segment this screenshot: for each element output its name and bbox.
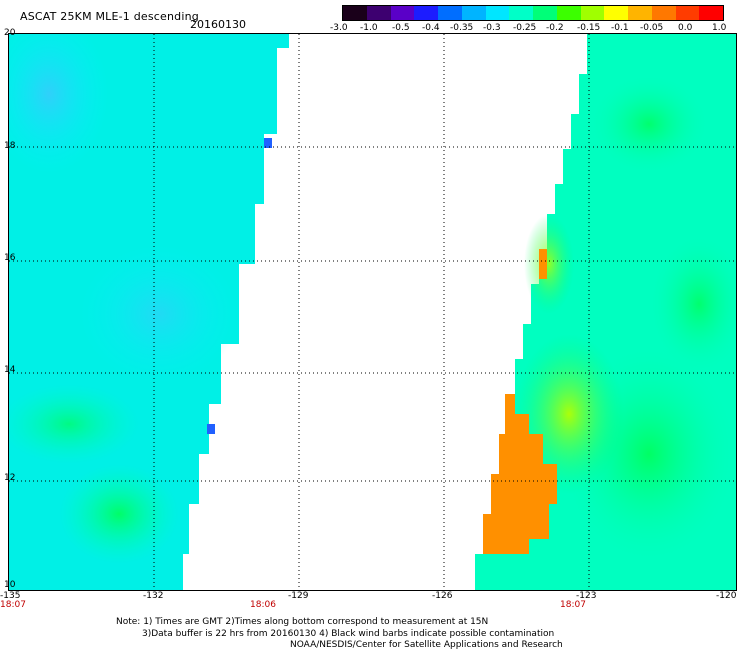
lat-label: 20 xyxy=(4,28,16,38)
right-swath xyxy=(475,34,736,590)
colorbar-swatch xyxy=(699,6,723,20)
colorbar-swatch xyxy=(366,6,391,20)
colorbar-swatch xyxy=(390,6,415,20)
note-line-2: 3)Data buffer is 22 hrs from 20160130 4)… xyxy=(142,629,555,639)
lon-label: -123 xyxy=(576,591,597,601)
lon-label: -120 xyxy=(716,591,737,601)
lon-label: -126 xyxy=(432,591,453,601)
left-swath xyxy=(9,34,289,590)
colorbar-label: -0.4 xyxy=(422,23,440,33)
lat-label: 18 xyxy=(4,141,16,151)
map-title: ASCAT 25KM MLE-1 descending xyxy=(20,10,199,23)
colorbar-label: -0.05 xyxy=(640,23,664,33)
colorbar-swatch xyxy=(509,6,533,20)
colorbar-label: -0.2 xyxy=(546,23,564,33)
lat-label: 10 xyxy=(4,580,16,590)
lon-label: -135 xyxy=(0,591,21,601)
colorbar-label: -0.25 xyxy=(513,23,537,33)
lat-label: 14 xyxy=(4,365,16,375)
colorbar-label: -0.35 xyxy=(450,23,474,33)
colorbar-label: -3.0 xyxy=(330,23,348,33)
colorbar-label: -0.1 xyxy=(611,23,629,33)
swath-time-label: 18:07 xyxy=(0,600,26,610)
colorbar-label: -1.0 xyxy=(360,23,378,33)
colorbar-labels: -3.0 -1.0 -0.5 -0.4 -0.35 -0.3 -0.25 -0.… xyxy=(330,21,730,35)
lon-label: -129 xyxy=(288,591,309,601)
swath-time-label: 18:06 xyxy=(250,600,276,610)
note-line-1: Note: 1) Times are GMT 2)Times along bot… xyxy=(116,617,489,627)
colorbar-swatch xyxy=(343,6,367,20)
colorbar-swatch xyxy=(556,6,581,20)
lon-label: -132 xyxy=(143,591,164,601)
colorbar-swatch xyxy=(628,6,652,20)
map-plot[interactable] xyxy=(8,33,737,591)
lat-label: 12 xyxy=(4,473,16,483)
map-date: 20160130 xyxy=(190,18,246,31)
colorbar-swatch xyxy=(414,6,438,20)
note-line-3: NOAA/NESDIS/Center for Satellite Applica… xyxy=(290,640,563,650)
lat-label: 16 xyxy=(4,253,16,263)
swath-time-label: 18:07 xyxy=(560,600,586,610)
colorbar-label: 0.0 xyxy=(678,23,693,33)
colorbar: -3.0 -1.0 -0.5 -0.4 -0.35 -0.3 -0.25 -0.… xyxy=(330,5,730,35)
colorbar-label: -0.5 xyxy=(392,23,410,33)
colorbar-label: -0.3 xyxy=(483,23,501,33)
colorbar-label: 1.0 xyxy=(712,23,727,33)
colorbar-swatch xyxy=(533,6,557,20)
colorbar-swatch xyxy=(675,6,700,20)
map-canvas xyxy=(9,34,736,590)
colorbar-swatch xyxy=(438,6,462,20)
colorbar-swatch xyxy=(461,6,486,20)
colorbar-label: -0.15 xyxy=(577,23,601,33)
colorbar-swatch xyxy=(651,6,676,20)
map-grid xyxy=(9,34,736,590)
colorbar-swatch xyxy=(485,6,510,20)
colorbar-swatch xyxy=(604,6,628,20)
colorbar-swatch xyxy=(580,6,605,20)
colorbar-swatches xyxy=(342,5,724,21)
